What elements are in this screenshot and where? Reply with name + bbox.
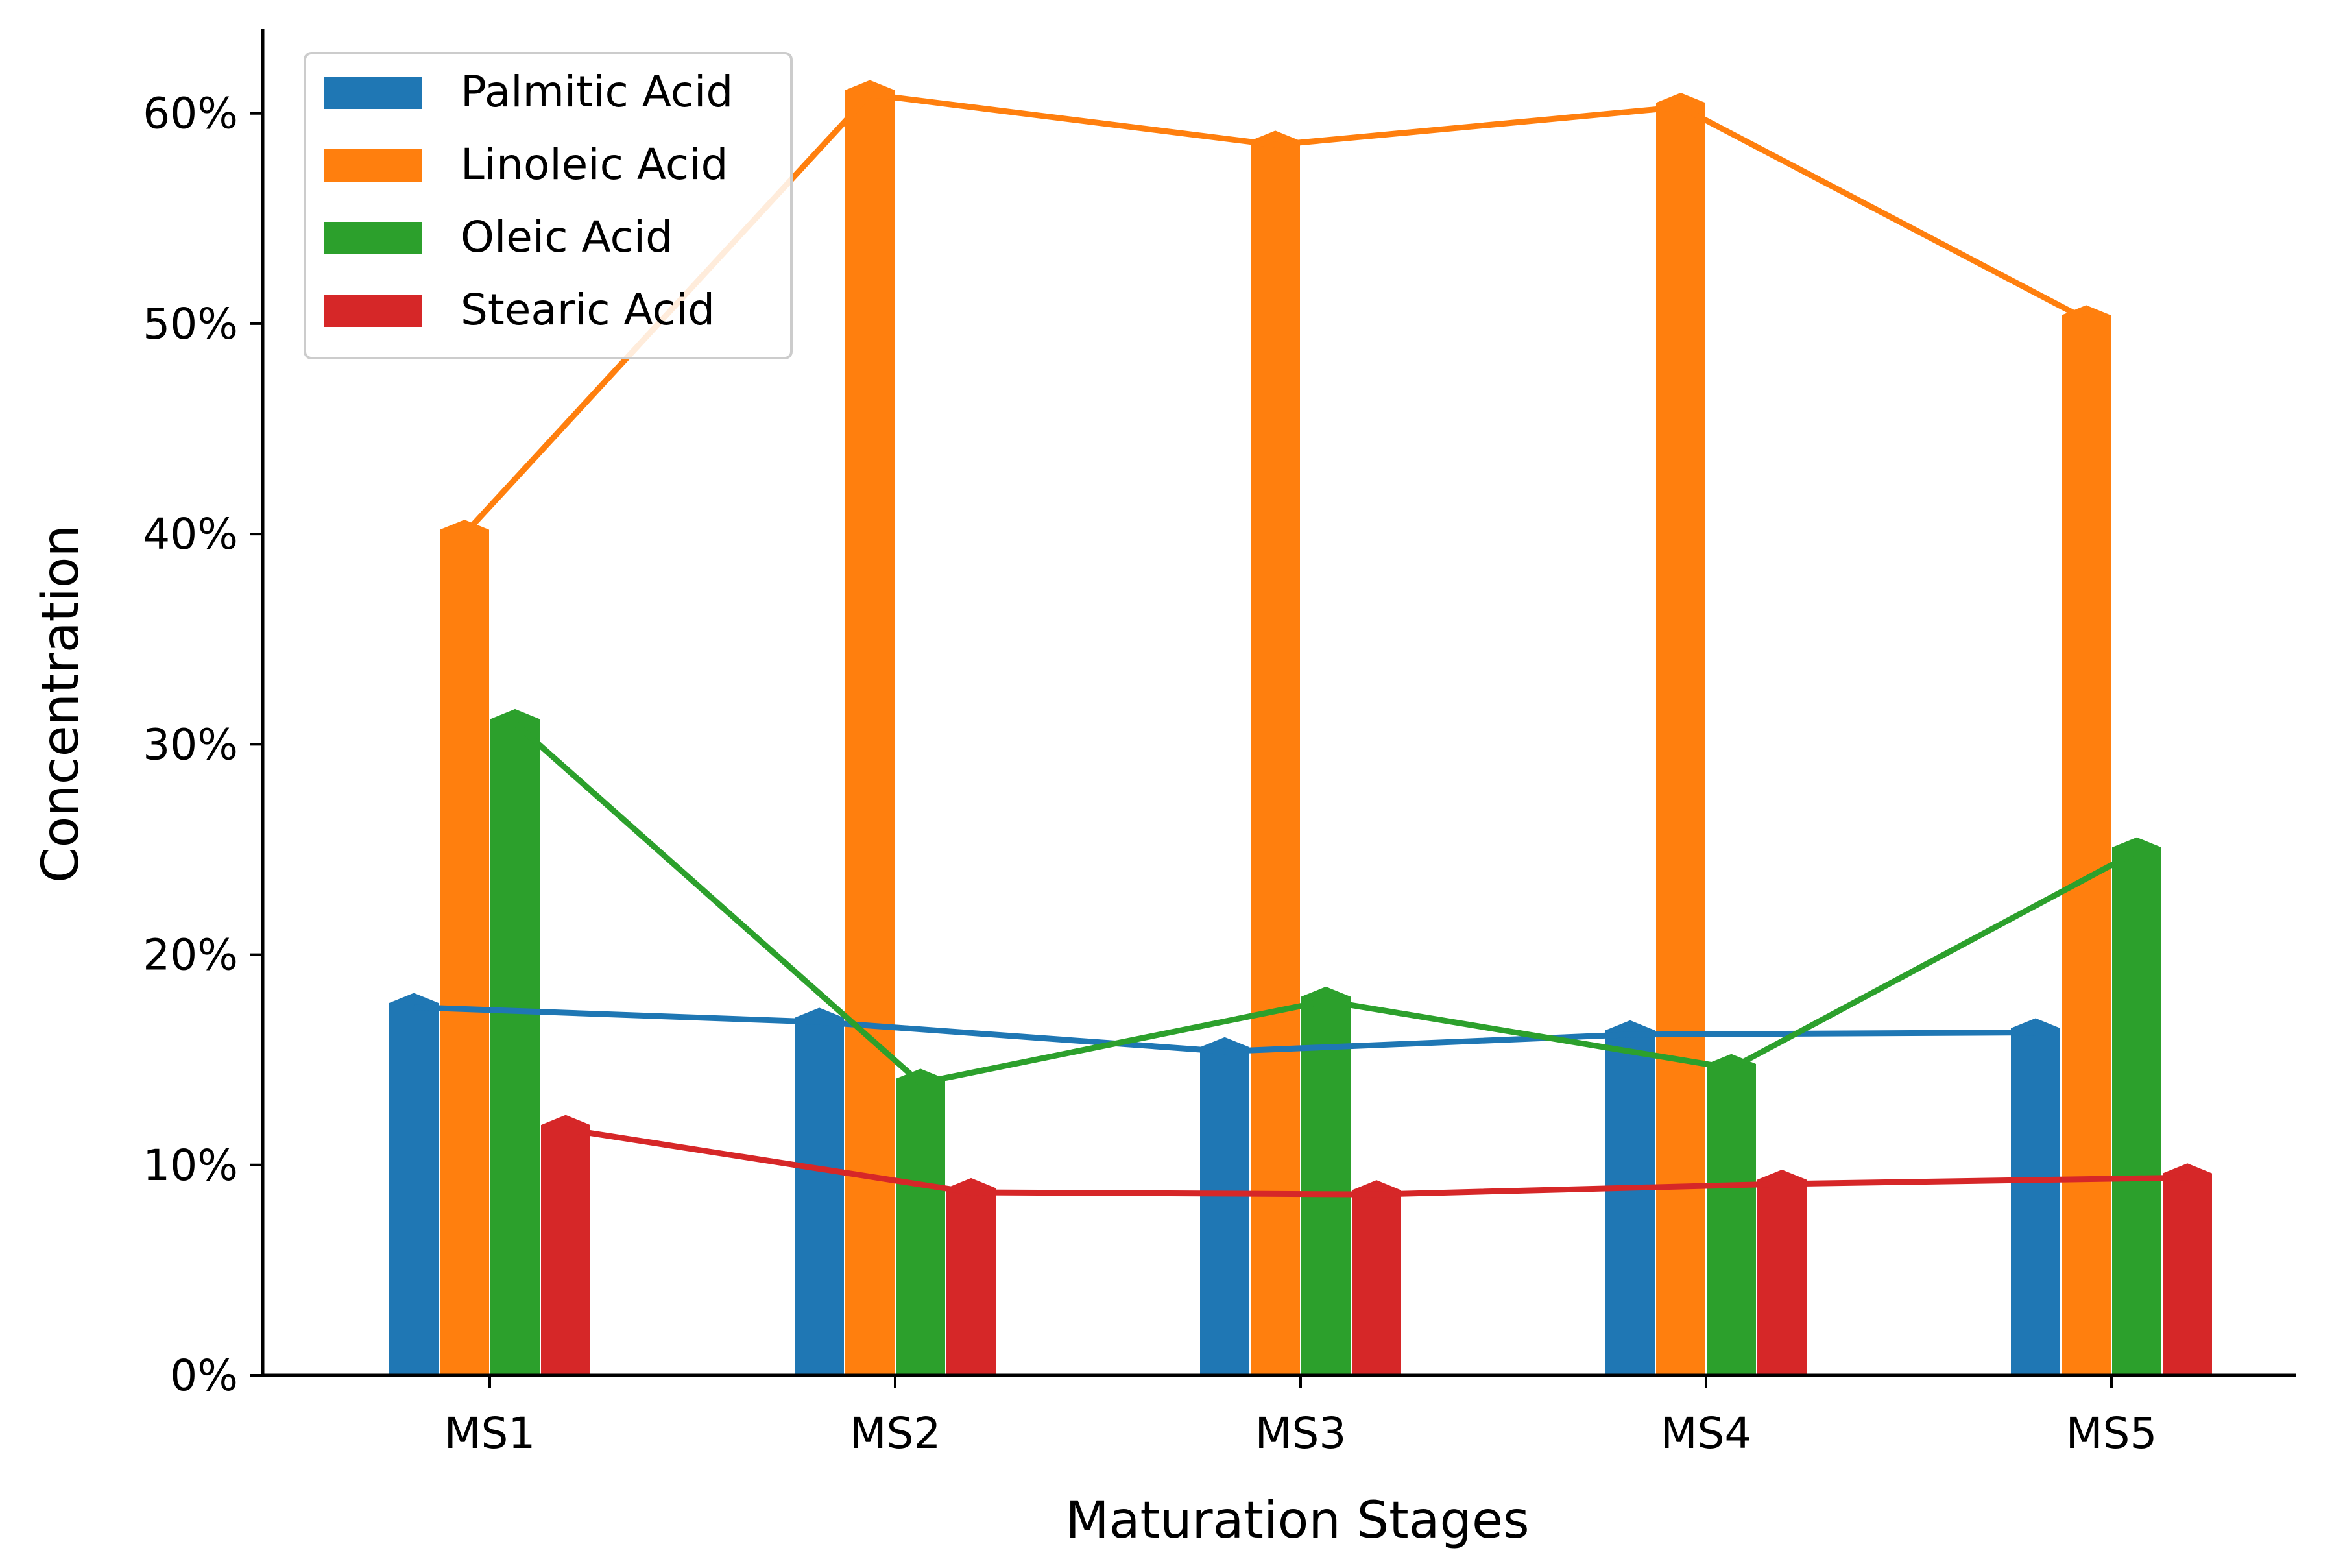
bar-oleic-acid-ms2 <box>896 1068 945 1375</box>
y-tick-label: 0% <box>170 1351 238 1401</box>
x-tick-label: MS1 <box>444 1408 536 1458</box>
y-tick-label: 30% <box>143 719 238 769</box>
bar-palmitic-acid-ms4 <box>1605 1020 1655 1375</box>
legend-label-palmitic-acid: Palmitic Acid <box>461 67 733 117</box>
line-oleic-acid <box>513 721 2139 1086</box>
legend-label-stearic-acid: Stearic Acid <box>461 285 715 335</box>
legend-frame <box>304 52 793 359</box>
x-tick-label: MS2 <box>850 1408 941 1458</box>
y-tick-label: 20% <box>143 930 238 980</box>
legend-swatch-linoleic-acid <box>324 149 422 182</box>
y-tick-label: 10% <box>143 1140 238 1190</box>
legend-label-oleic-acid: Oleic Acid <box>461 212 673 262</box>
legend: Palmitic Acid Linoleic Acid Oleic Acid Stea… <box>304 52 793 359</box>
bar-palmitic-acid-ms5 <box>2011 1018 2060 1375</box>
ticks-layer: 0% 10% 20% 30% 40% 50% 60% MS1 MS2 MS3 MS4 MS5 <box>143 89 2157 1458</box>
y-axis-title: Concentration <box>32 525 90 883</box>
bar-stearic-acid-ms3 <box>1352 1180 1401 1375</box>
bar-palmitic-acid-ms2 <box>795 1007 844 1375</box>
bar-stearic-acid-ms1 <box>541 1115 590 1375</box>
bar-stearic-acid-ms4 <box>1757 1169 1807 1375</box>
bar-linoleic-acid-ms1 <box>440 520 489 1375</box>
line-stearic-acid <box>565 1126 2188 1198</box>
axes-layer <box>261 29 2296 1377</box>
x-tick-label: MS4 <box>1661 1408 1752 1458</box>
bar-oleic-acid-ms3 <box>1301 986 1351 1375</box>
bar-oleic-acid-ms5 <box>2112 837 2161 1375</box>
bar-linoleic-acid-ms4 <box>1656 92 1705 1375</box>
legend-swatch-palmitic-acid <box>324 77 422 109</box>
bar-linoleic-acid-ms3 <box>1251 130 1300 1375</box>
legend-swatch-stearic-acid <box>324 295 422 327</box>
bar-oleic-acid-ms1 <box>490 708 540 1375</box>
bars-layer <box>389 80 2212 1375</box>
x-tick-label: MS5 <box>2066 1408 2158 1458</box>
line-palmitic-acid <box>413 1004 2036 1055</box>
bar-oleic-acid-ms4 <box>1707 1054 1756 1375</box>
bar-palmitic-acid-ms1 <box>389 993 439 1375</box>
legend-label-linoleic-acid: Linoleic Acid <box>461 139 728 189</box>
y-tick-label: 60% <box>143 89 238 139</box>
bar-stearic-acid-ms2 <box>946 1177 996 1375</box>
x-axis-title: Maturation Stages <box>1065 1491 1529 1550</box>
y-tick-label: 50% <box>143 299 238 349</box>
bar-linoleic-acid-ms5 <box>2062 305 2111 1375</box>
bar-stearic-acid-ms5 <box>2163 1163 2212 1375</box>
y-tick-label: 40% <box>143 509 238 559</box>
x-tick-label: MS3 <box>1255 1408 1347 1458</box>
bar-palmitic-acid-ms3 <box>1200 1037 1249 1375</box>
legend-swatch-oleic-acid <box>324 222 422 254</box>
